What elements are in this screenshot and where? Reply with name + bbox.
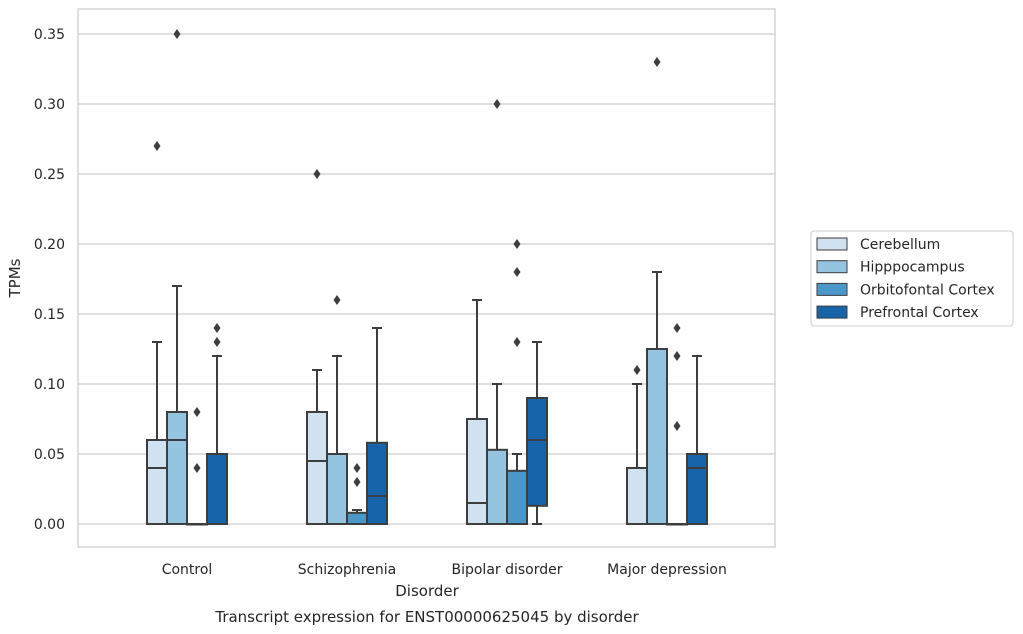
box-body bbox=[506, 469, 528, 525]
outlier-point bbox=[333, 295, 341, 305]
outlier-point bbox=[213, 337, 221, 347]
outlier-point bbox=[653, 57, 661, 67]
box-3-1 bbox=[366, 327, 388, 525]
outlier-point bbox=[193, 463, 201, 473]
box-1-1 bbox=[326, 295, 348, 525]
box-3-2 bbox=[526, 341, 548, 525]
x-tick-label: Bipolar disorder bbox=[451, 562, 562, 578]
y-tick-label: 0.00 bbox=[34, 517, 65, 533]
box-body bbox=[346, 511, 368, 525]
y-tick-label: 0.35 bbox=[34, 27, 65, 43]
box-3-0 bbox=[206, 323, 228, 525]
outlier-point bbox=[633, 365, 641, 375]
x-tick-label: Control bbox=[162, 562, 213, 578]
y-tick-label: 0.05 bbox=[34, 447, 65, 463]
box-1-2 bbox=[486, 99, 508, 525]
y-tick-label: 0.15 bbox=[34, 307, 65, 323]
legend-swatch bbox=[816, 305, 848, 319]
legend: Cerebellum Hipppocampus Orbitofontal Corte… bbox=[810, 230, 1014, 327]
box-groups bbox=[146, 29, 708, 526]
y-tick-label: 0.30 bbox=[34, 97, 65, 113]
y-tick-label: 0.10 bbox=[34, 377, 65, 393]
outlier-point bbox=[353, 477, 361, 487]
outlier-point bbox=[673, 421, 681, 431]
box-body bbox=[366, 441, 388, 525]
box-body bbox=[206, 453, 228, 525]
box-body bbox=[466, 418, 488, 525]
outlier-point bbox=[173, 29, 181, 39]
outlier-point bbox=[153, 141, 161, 151]
box-body bbox=[646, 348, 668, 525]
outlier-point bbox=[493, 99, 501, 109]
plot-frame bbox=[77, 8, 776, 548]
legend-label: Prefrontal Cortex bbox=[860, 305, 979, 321]
box-0-3 bbox=[626, 365, 648, 525]
legend-swatch bbox=[816, 282, 848, 296]
box-1-0 bbox=[166, 29, 188, 525]
outlier-point bbox=[353, 463, 361, 473]
outlier-point bbox=[213, 323, 221, 333]
box-body bbox=[146, 439, 168, 525]
box-body bbox=[166, 411, 188, 525]
x-tick-label: Schizophrenia bbox=[298, 562, 396, 578]
box-3-3 bbox=[686, 355, 708, 525]
outlier-point bbox=[193, 407, 201, 417]
x-tick-labels: Control Schizophrenia Bipolar disorder Majo… bbox=[162, 562, 727, 578]
x-axis-label: Disorder bbox=[395, 582, 459, 600]
outlier-point bbox=[513, 239, 521, 249]
y-tick-label: 0.20 bbox=[34, 237, 65, 253]
outlier-point bbox=[313, 169, 321, 179]
x-tick-label: Major depression bbox=[607, 562, 727, 578]
chart-title: Transcript expression for ENST0000062504… bbox=[214, 608, 639, 626]
outlier-point bbox=[673, 323, 681, 333]
box-body bbox=[306, 411, 328, 525]
legend-label: Hipppocampus bbox=[860, 260, 965, 276]
box-body bbox=[626, 467, 648, 525]
y-tick-labels: 0.00 0.05 0.10 0.15 0.20 0.25 0.30 0.35 bbox=[34, 27, 65, 533]
legend-swatch bbox=[816, 237, 848, 251]
outlier-point bbox=[513, 267, 521, 277]
box-body bbox=[686, 453, 708, 525]
legend-label: Orbitofontal Cortex bbox=[860, 282, 995, 298]
outlier-point bbox=[673, 351, 681, 361]
legend-label: Cerebellum bbox=[860, 237, 940, 253]
legend-frame bbox=[810, 230, 1014, 327]
box-body bbox=[326, 453, 348, 525]
box-body bbox=[486, 448, 508, 525]
outlier-point bbox=[513, 337, 521, 347]
legend-swatch bbox=[816, 260, 848, 274]
box-1-3 bbox=[646, 57, 668, 525]
y-axis-label: TPMs bbox=[6, 258, 24, 298]
y-tick-label: 0.25 bbox=[34, 167, 65, 183]
box-body bbox=[526, 397, 548, 507]
